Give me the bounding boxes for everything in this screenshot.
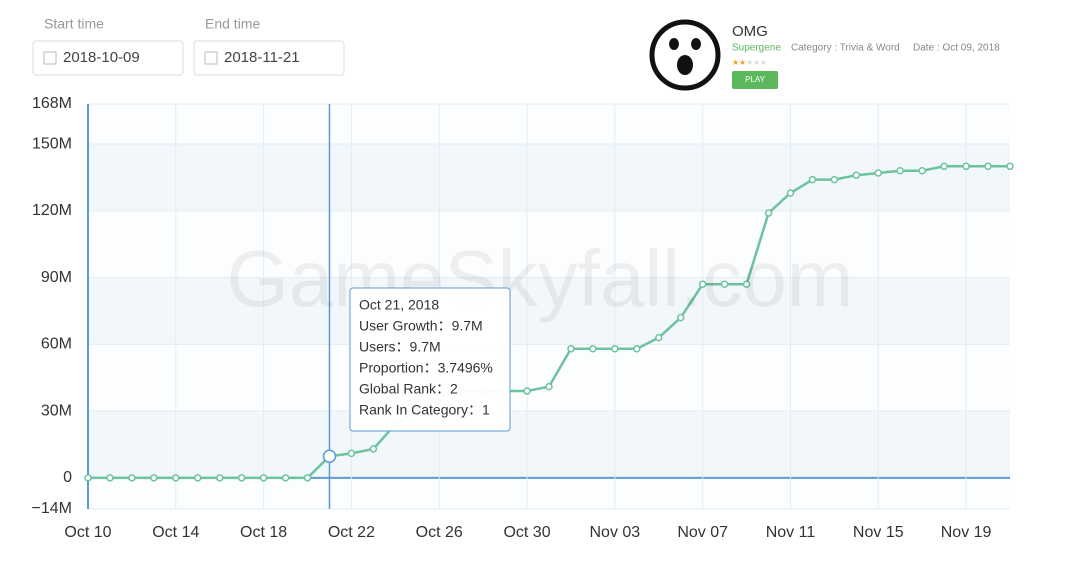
x-tick-label: Nov 07 [677,524,728,541]
grid-band [88,477,1010,509]
data-point [1006,162,1014,171]
x-tick-label: Nov 19 [941,524,992,541]
data-point [150,474,158,482]
y-tick-label: 168M [32,95,72,112]
data-point [633,345,641,353]
data-point [215,474,224,482]
app-date: Date : Oct 09, 2018 [913,43,1000,54]
data-point [742,280,751,288]
data-point [655,333,663,342]
data-point [545,382,553,391]
y-tick-label: 0 [63,469,72,486]
calendar-icon [43,51,57,65]
start-label: Start time [44,16,104,32]
calendar-icon [204,51,218,65]
data-point [676,313,685,322]
data-point [106,474,114,482]
data-point [523,387,531,395]
data-point [567,345,575,353]
play-button[interactable] [732,71,778,89]
y-tick-label: 60M [41,336,72,353]
data-point [237,474,246,482]
rating-star: ★ [739,58,746,67]
data-point [874,169,883,177]
app-icon [649,19,721,91]
play-label: PLAY [745,75,766,84]
x-tick-label: Nov 03 [590,524,641,541]
x-tick-label: Nov 11 [766,524,816,541]
data-point [808,175,817,184]
grid-band [88,144,1010,211]
tooltip-line: Rank In Category：1 [359,402,490,418]
data-point [347,449,356,458]
app-category: Category : Trivia & Word [791,43,900,54]
tooltip [349,287,511,432]
x-tick-label: Oct 26 [416,524,463,541]
end-label: End time [205,16,260,32]
y-tick-label: 150M [32,135,72,152]
tooltip-line: Proportion：3.7496% [359,360,493,376]
rating-star: ★ [760,58,767,67]
tooltip-line: Global Rank：2 [359,381,458,397]
rating-star: ★ [746,58,753,67]
data-point [786,189,795,197]
end-input[interactable] [193,40,345,76]
grid-band [88,277,1010,345]
data-point [194,474,202,482]
grid-band [88,344,1010,412]
rating-star: ★ [732,58,739,67]
app-name: OMG [732,23,768,40]
rating-star: ★ [753,58,760,67]
data-point [281,474,290,482]
data-point [852,171,861,179]
grid-band [88,104,1010,145]
data-point [918,167,926,175]
data-point [830,175,839,184]
data-point [172,474,180,482]
data-point [322,449,337,464]
y-tick-label: 90M [41,269,72,286]
app-developer: Supergene [732,43,781,54]
x-tick-label: Oct 14 [152,524,199,541]
y-tick-label: −14M [32,500,72,517]
data-point [611,345,619,353]
x-tick-label: Oct 18 [240,524,287,541]
data-point [259,474,268,482]
data-point [940,162,948,171]
data-point [720,280,729,288]
data-point [303,474,312,482]
x-tick-label: Oct 10 [64,524,111,541]
data-point [84,474,92,482]
data-point [698,280,707,288]
tooltip-line: Users：9.7M [359,339,441,355]
tooltip-line: User Growth：9.7M [359,318,483,334]
y-tick-label: 120M [32,202,72,219]
data-point [369,445,378,453]
x-tick-label: Nov 15 [853,524,904,541]
start-input[interactable] [32,40,184,76]
tooltip-date: Oct 21, 2018 [359,297,439,313]
data-point [984,162,992,171]
grid-band [88,210,1010,278]
x-tick-label: Oct 22 [328,524,375,541]
data-point [128,474,136,482]
x-tick-label: Oct 30 [503,524,550,541]
end-value: 2018-11-21 [224,49,300,66]
data-point [764,209,773,217]
y-tick-label: 30M [41,402,72,419]
watermark: GameSkyfall.com [227,234,854,323]
data-point [962,162,970,171]
data-point [896,167,904,175]
grid-band [88,411,1010,478]
data-point [589,345,597,353]
start-value: 2018-10-09 [63,49,140,66]
